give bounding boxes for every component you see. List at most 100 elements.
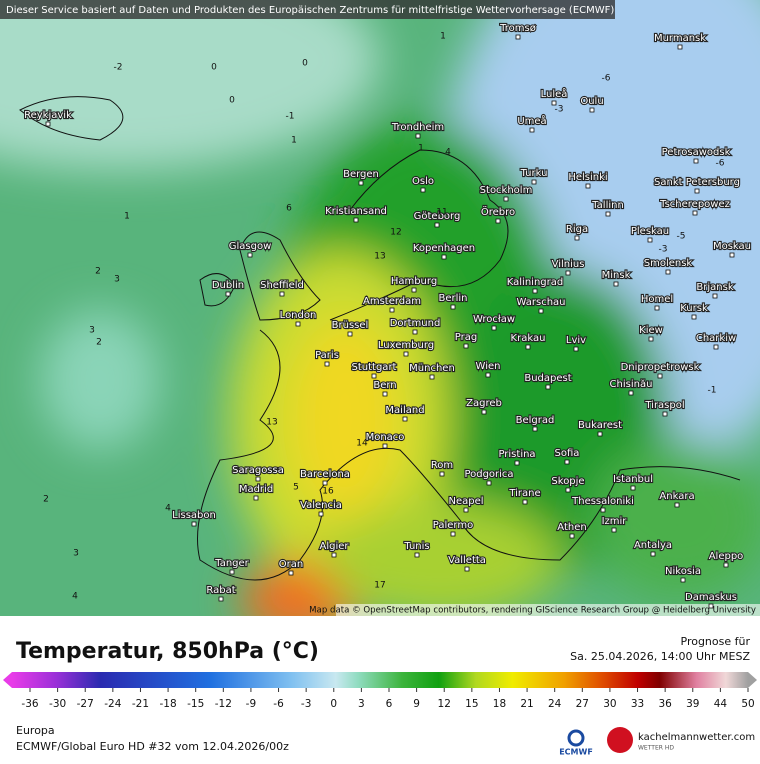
city-dot	[529, 127, 535, 133]
city-dot	[565, 487, 571, 493]
city-label: Skopje	[551, 476, 584, 487]
city-dot	[402, 416, 408, 422]
city-dot	[532, 426, 538, 432]
city-label: Damaskus	[685, 592, 737, 603]
forecast-time: Sa. 25.04.2026, 14:00 Uhr MESZ	[570, 650, 750, 663]
city-dot	[486, 480, 492, 486]
city-label: Madrid	[239, 484, 273, 495]
colorbar-tick-label: 3	[358, 698, 365, 710]
city-label: Saragossa	[232, 465, 284, 476]
city-dot	[680, 577, 686, 583]
city-dot	[691, 314, 697, 320]
city-label: Tirane	[508, 488, 540, 499]
city-dot	[662, 411, 668, 417]
colorbar-arrow	[748, 672, 757, 688]
city-dot	[429, 374, 435, 380]
city-label: Tanger	[214, 558, 249, 569]
colorbar-tick-label: 50	[741, 698, 754, 710]
city-label: Lviv	[566, 335, 586, 346]
colorbar-tick-label: -36	[21, 698, 38, 710]
city-dot	[331, 552, 337, 558]
contour-label: 14	[356, 439, 368, 449]
city-dot	[597, 431, 603, 437]
city-label: Valencia	[300, 500, 342, 511]
city-label: Antalya	[634, 540, 672, 551]
city-dot	[569, 533, 575, 539]
city-dot	[708, 603, 714, 609]
colorbar-tick-label: -3	[301, 698, 311, 710]
colorbar-tick-label: 27	[576, 698, 589, 710]
city-label: Podgorica	[464, 469, 513, 480]
city-dot	[225, 291, 231, 297]
city-label: Wrocław	[473, 314, 515, 325]
city-dot	[630, 485, 636, 491]
city-label: Tallinn	[591, 200, 624, 211]
city-dot	[288, 570, 294, 576]
city-label: Sofia	[555, 448, 580, 459]
map	[0, 0, 760, 616]
city-label: Budapest	[524, 373, 571, 384]
city-dot	[600, 507, 606, 513]
city-dot	[514, 460, 520, 466]
contour-label: 5	[293, 483, 299, 493]
city-dot	[382, 391, 388, 397]
city-label: Izmir	[602, 516, 628, 527]
city-label: Tromsø	[499, 23, 536, 34]
city-label: Paris	[315, 350, 339, 361]
contour-label: 2	[96, 338, 102, 348]
city-label: Warschau	[517, 297, 566, 308]
model-run: ECMWF/Global Euro HD #32 vom 12.04.2026/…	[16, 740, 289, 753]
city-dot	[434, 222, 440, 228]
contour-label: 11	[436, 208, 447, 218]
city-dot	[605, 211, 611, 217]
city-dot	[713, 344, 719, 350]
city-dot	[723, 562, 729, 568]
city-dot	[481, 409, 487, 415]
city-label: Umeå	[517, 114, 546, 127]
city-label: Belgrad	[516, 415, 555, 426]
city-label: Kursk	[680, 303, 708, 314]
logo-sub: WETTER HD	[638, 745, 674, 752]
ecmwf-icon	[567, 729, 585, 747]
contour-label: 0	[229, 96, 235, 106]
city-dot	[414, 552, 420, 558]
city-dot	[647, 237, 653, 243]
contour-label: 13	[374, 252, 385, 262]
colorbar	[12, 672, 748, 688]
contour-label: -1	[286, 112, 295, 122]
city-dot	[353, 217, 359, 223]
city-label: Oran	[279, 559, 303, 570]
forecast-label: Prognose für	[681, 635, 751, 648]
city-label: Valletta	[448, 555, 486, 566]
colorbar-tick-label: 0	[330, 698, 337, 710]
city-dot	[648, 336, 654, 342]
city-label: Kristiansand	[325, 206, 387, 217]
colorbar-tick-label: -12	[215, 698, 232, 710]
site-icon	[607, 727, 633, 753]
city-label: Algier	[319, 541, 349, 552]
city-dot	[589, 107, 595, 113]
city-label: Stuttgart	[352, 362, 397, 373]
city-label: Trondheim	[391, 122, 444, 133]
contour-label: 3	[89, 326, 95, 336]
contour-label: -5	[677, 232, 686, 242]
contour-label: 2	[43, 495, 49, 505]
city-label: Athen	[557, 522, 586, 533]
contour-label: 16	[322, 487, 334, 497]
city-dot	[441, 254, 447, 260]
colorbar-tick-label: 36	[658, 698, 672, 710]
city-label: Ankara	[659, 491, 694, 502]
city-label: Tiraspol	[644, 400, 684, 411]
colorbar-tick-label: 6	[386, 698, 393, 710]
city-dot	[403, 351, 409, 357]
city-label: Brjansk	[696, 282, 733, 293]
logo-ecmwf: ECMWF	[559, 748, 593, 757]
city-dot	[412, 329, 418, 335]
contour-label: -2	[114, 63, 123, 73]
city-dot	[692, 210, 698, 216]
city-dot	[665, 269, 671, 275]
city-dot	[45, 121, 51, 127]
city-label: Moskau	[713, 241, 751, 252]
city-dot	[531, 179, 537, 185]
city-dot	[574, 235, 580, 241]
